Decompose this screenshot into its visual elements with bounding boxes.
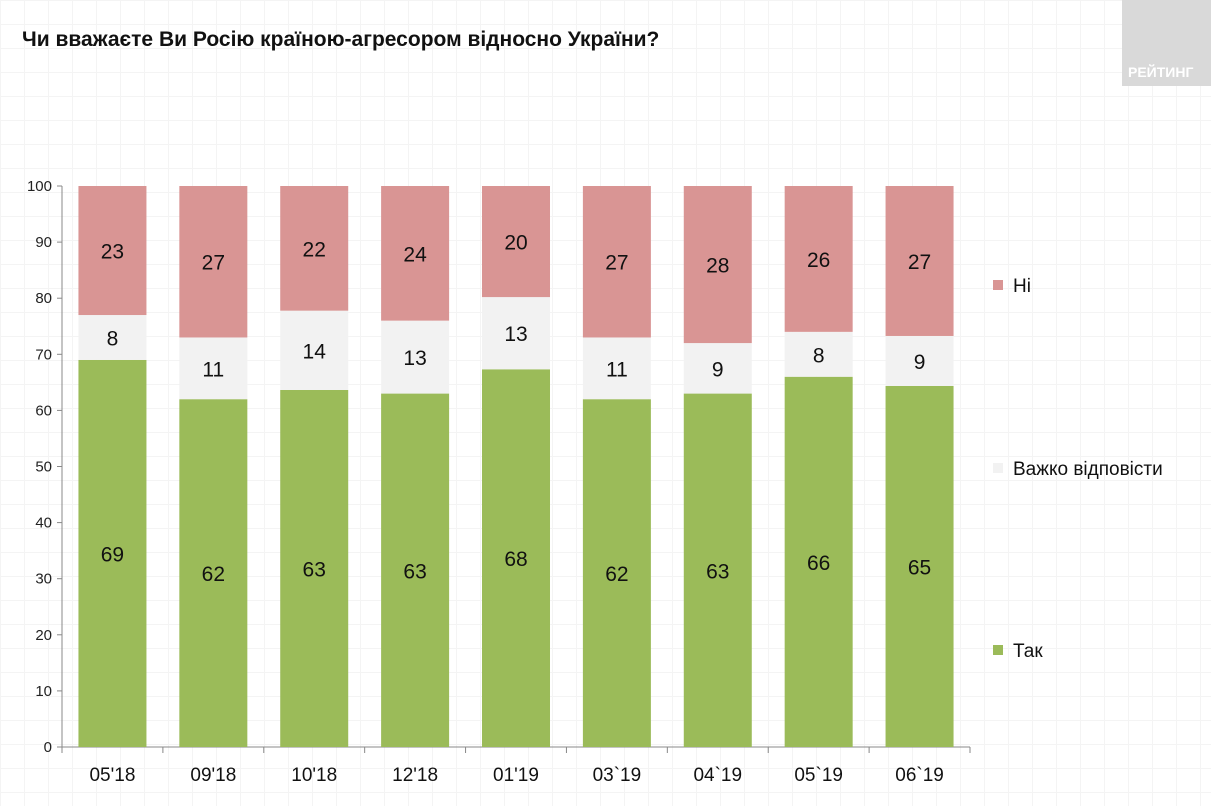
x-tick-label: 09'18 xyxy=(190,765,236,786)
bar-segment-1 xyxy=(381,320,450,394)
bar-segment-2 xyxy=(179,186,248,338)
y-tick-label: 30 xyxy=(35,571,52,588)
bar-segment-0 xyxy=(78,359,147,747)
data-label: 11 xyxy=(202,358,224,381)
x-tick-label: 04`19 xyxy=(693,765,742,786)
y-tick-label: 50 xyxy=(35,459,52,476)
data-label: 66 xyxy=(807,552,830,575)
data-label: 65 xyxy=(908,556,931,579)
chart-title: Чи вважаєте Ви Росію країною-агресором в… xyxy=(22,28,660,51)
y-tick-label: 100 xyxy=(27,178,52,195)
data-label: 8 xyxy=(107,327,119,350)
bar-segment-1 xyxy=(482,297,550,370)
y-tick-label: 10 xyxy=(35,683,52,700)
data-label: 63 xyxy=(303,559,326,582)
data-label: 23 xyxy=(101,241,124,264)
legend-label: Так xyxy=(1013,641,1043,662)
y-tick-label: 70 xyxy=(35,346,52,363)
y-tick-label: 90 xyxy=(35,234,52,251)
bar-segment-1 xyxy=(179,337,248,400)
y-tick-label: 20 xyxy=(35,627,52,644)
data-label: 13 xyxy=(504,323,527,346)
x-tick-label: 05'18 xyxy=(89,765,135,786)
bar-segment-1 xyxy=(683,343,752,394)
bar-segment-2 xyxy=(784,186,853,332)
logo-text: РЕЙТИНГ xyxy=(1128,64,1194,80)
data-label: 13 xyxy=(403,347,426,370)
legend-label: Важко відповісти xyxy=(1013,459,1163,480)
bar-segment-1 xyxy=(784,331,853,377)
bar-segment-0 xyxy=(482,369,550,747)
data-label: 68 xyxy=(504,548,527,571)
x-tick-label: 05`19 xyxy=(794,765,843,786)
x-tick-label: 12'18 xyxy=(392,765,438,786)
data-label: 22 xyxy=(303,238,326,261)
y-tick-label: 40 xyxy=(35,515,52,532)
bar-segment-0 xyxy=(381,393,450,747)
bar-segment-1 xyxy=(78,315,147,360)
data-label: 69 xyxy=(101,543,124,566)
bar-segment-0 xyxy=(179,399,248,747)
legend-swatch xyxy=(993,463,1003,473)
data-label: 27 xyxy=(908,251,931,274)
data-label: 26 xyxy=(807,249,830,272)
legend-label: Ні xyxy=(1013,276,1031,297)
x-tick-label: 10'18 xyxy=(291,765,337,786)
data-label: 24 xyxy=(403,243,427,266)
bar-segment-2 xyxy=(381,186,450,321)
data-label: 63 xyxy=(706,560,729,583)
x-tick-label: 03`19 xyxy=(593,765,642,786)
data-label: 28 xyxy=(706,255,729,278)
data-label: 27 xyxy=(202,252,225,275)
x-tick-label: 01'19 xyxy=(493,765,539,786)
bar-segment-0 xyxy=(885,385,954,747)
legend-swatch xyxy=(993,280,1003,290)
logo: РЕЙТИНГ xyxy=(1122,0,1211,86)
data-label: 8 xyxy=(813,344,825,367)
y-tick-label: 0 xyxy=(44,739,52,756)
bar-segment-2 xyxy=(280,186,349,311)
data-label: 62 xyxy=(202,563,225,586)
bar-segment-0 xyxy=(582,399,651,747)
x-tick-label: 06`19 xyxy=(895,765,944,786)
y-tick-label: 60 xyxy=(35,402,52,419)
bar-segment-2 xyxy=(582,186,651,338)
legend-swatch xyxy=(993,645,1003,655)
bar-segment-2 xyxy=(482,186,550,298)
bar-segment-0 xyxy=(784,376,853,747)
data-label: 63 xyxy=(403,560,426,583)
bar-segment-2 xyxy=(885,186,954,336)
data-label: 27 xyxy=(605,252,628,275)
bar-segment-1 xyxy=(885,335,954,386)
bar-segment-1 xyxy=(582,337,651,400)
data-label: 20 xyxy=(504,232,527,255)
bar-segment-0 xyxy=(280,390,349,747)
data-label: 14 xyxy=(303,340,327,363)
data-label: 9 xyxy=(712,358,724,381)
y-tick-label: 80 xyxy=(35,290,52,307)
bar-segment-0 xyxy=(683,393,752,747)
bar-segment-2 xyxy=(683,186,752,344)
data-label: 11 xyxy=(606,358,628,381)
data-label: 62 xyxy=(605,563,628,586)
bar-segment-2 xyxy=(78,186,147,316)
data-label: 9 xyxy=(914,351,926,374)
bar-segment-1 xyxy=(280,310,349,390)
